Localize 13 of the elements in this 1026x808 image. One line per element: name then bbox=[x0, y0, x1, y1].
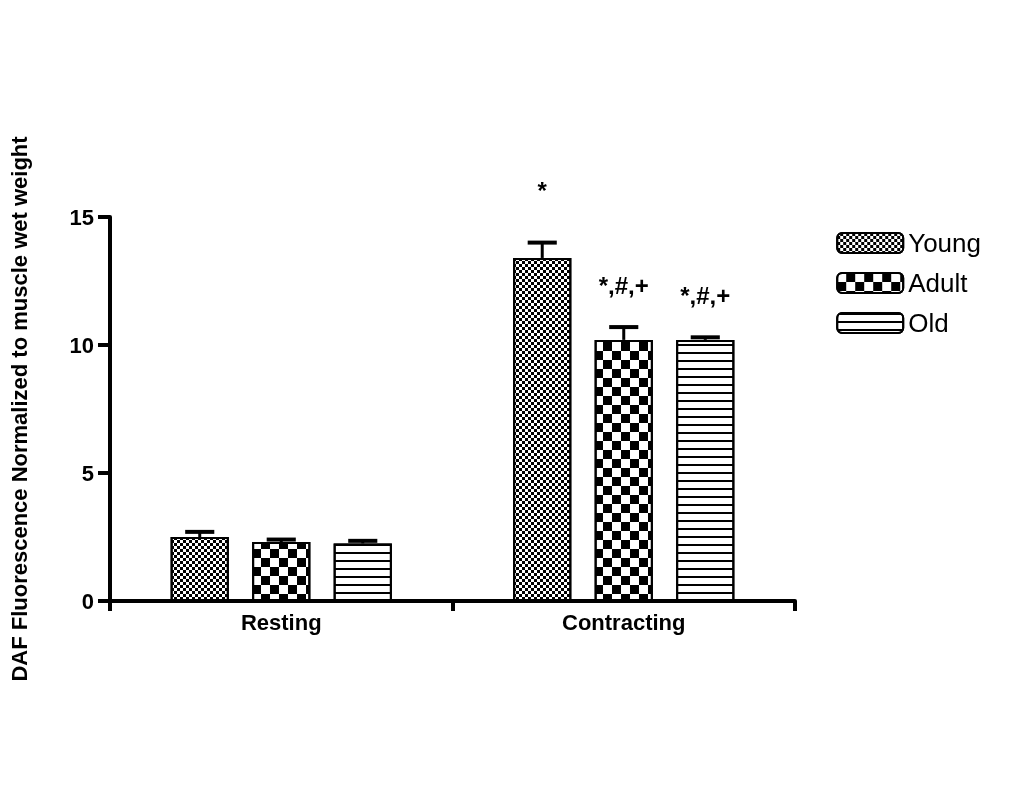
y-axis-title: DAF Fluorescence Normalized to muscle wet weight bbox=[6, 135, 32, 682]
annotation: *,#,+ bbox=[680, 281, 731, 309]
y-tick-label: 5 bbox=[81, 460, 94, 486]
annotation: *,#,+ bbox=[598, 271, 649, 299]
legend-label: Adult bbox=[908, 268, 969, 298]
text: * bbox=[537, 177, 548, 205]
y-tick-label: 15 bbox=[69, 204, 94, 230]
y-tick-label: 0 bbox=[81, 588, 94, 614]
x-tick-label: Resting bbox=[240, 609, 322, 635]
legend-label: Old bbox=[908, 308, 949, 338]
x-tick-label: Contracting bbox=[562, 609, 686, 635]
y-tick-label: 10 bbox=[69, 332, 94, 358]
legend-label: Young bbox=[908, 228, 981, 258]
